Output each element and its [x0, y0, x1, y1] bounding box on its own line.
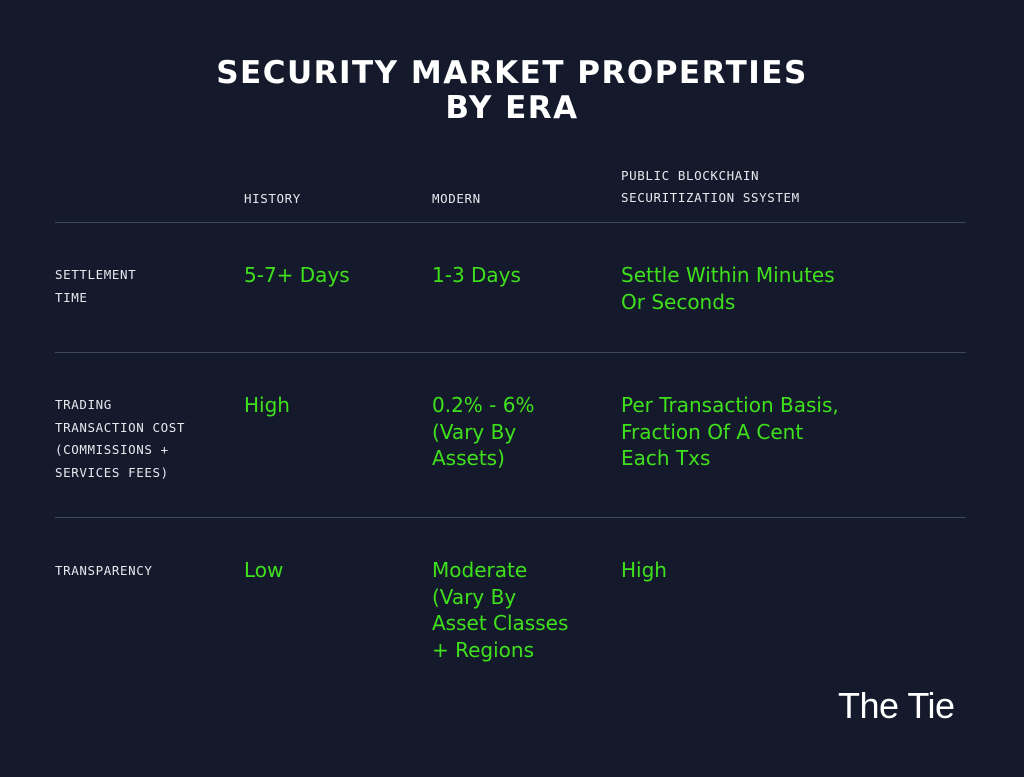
- cell-transparency-history: Low: [244, 558, 284, 582]
- cell-settlement-history: 5-7+ Days: [244, 263, 350, 287]
- title-line-1: SECURITY MARKET PROPERTIES: [216, 55, 808, 91]
- cell-cost-history: High: [244, 393, 290, 417]
- title-line-2: BY ERA: [445, 90, 579, 126]
- cell-transparency-blockchain: High: [621, 558, 667, 582]
- column-header-blockchain: PUBLIC BLOCKCHAIN SECURITIZATION SSYSTEM: [621, 168, 800, 205]
- the-tie-logo: The Tie: [838, 685, 955, 726]
- row-divider: [55, 517, 966, 518]
- header-divider: [55, 222, 966, 223]
- cell-cost-modern: 0.2% - 6% (Vary By Assets): [432, 393, 535, 470]
- row-divider: [55, 352, 966, 353]
- cell-cost-blockchain: Per Transaction Basis, Fraction Of A Cen…: [621, 393, 839, 470]
- row-label-settlement-time: SETTLEMENT TIME: [55, 267, 137, 305]
- cell-settlement-blockchain: Settle Within Minutes Or Seconds: [621, 263, 835, 314]
- column-header-modern: MODERN: [432, 191, 481, 206]
- page-title: SECURITY MARKET PROPERTIES BY ERA: [0, 56, 1024, 126]
- cell-settlement-modern: 1-3 Days: [432, 263, 521, 287]
- cell-transparency-modern: Moderate (Vary By Asset Classes + Region…: [432, 558, 569, 662]
- row-label-trading-transaction-cost: TRADING TRANSACTION COST (COMMISSIONS + …: [55, 397, 186, 480]
- column-header-history: HISTORY: [244, 191, 301, 206]
- row-label-transparency: TRANSPARENCY: [55, 563, 153, 578]
